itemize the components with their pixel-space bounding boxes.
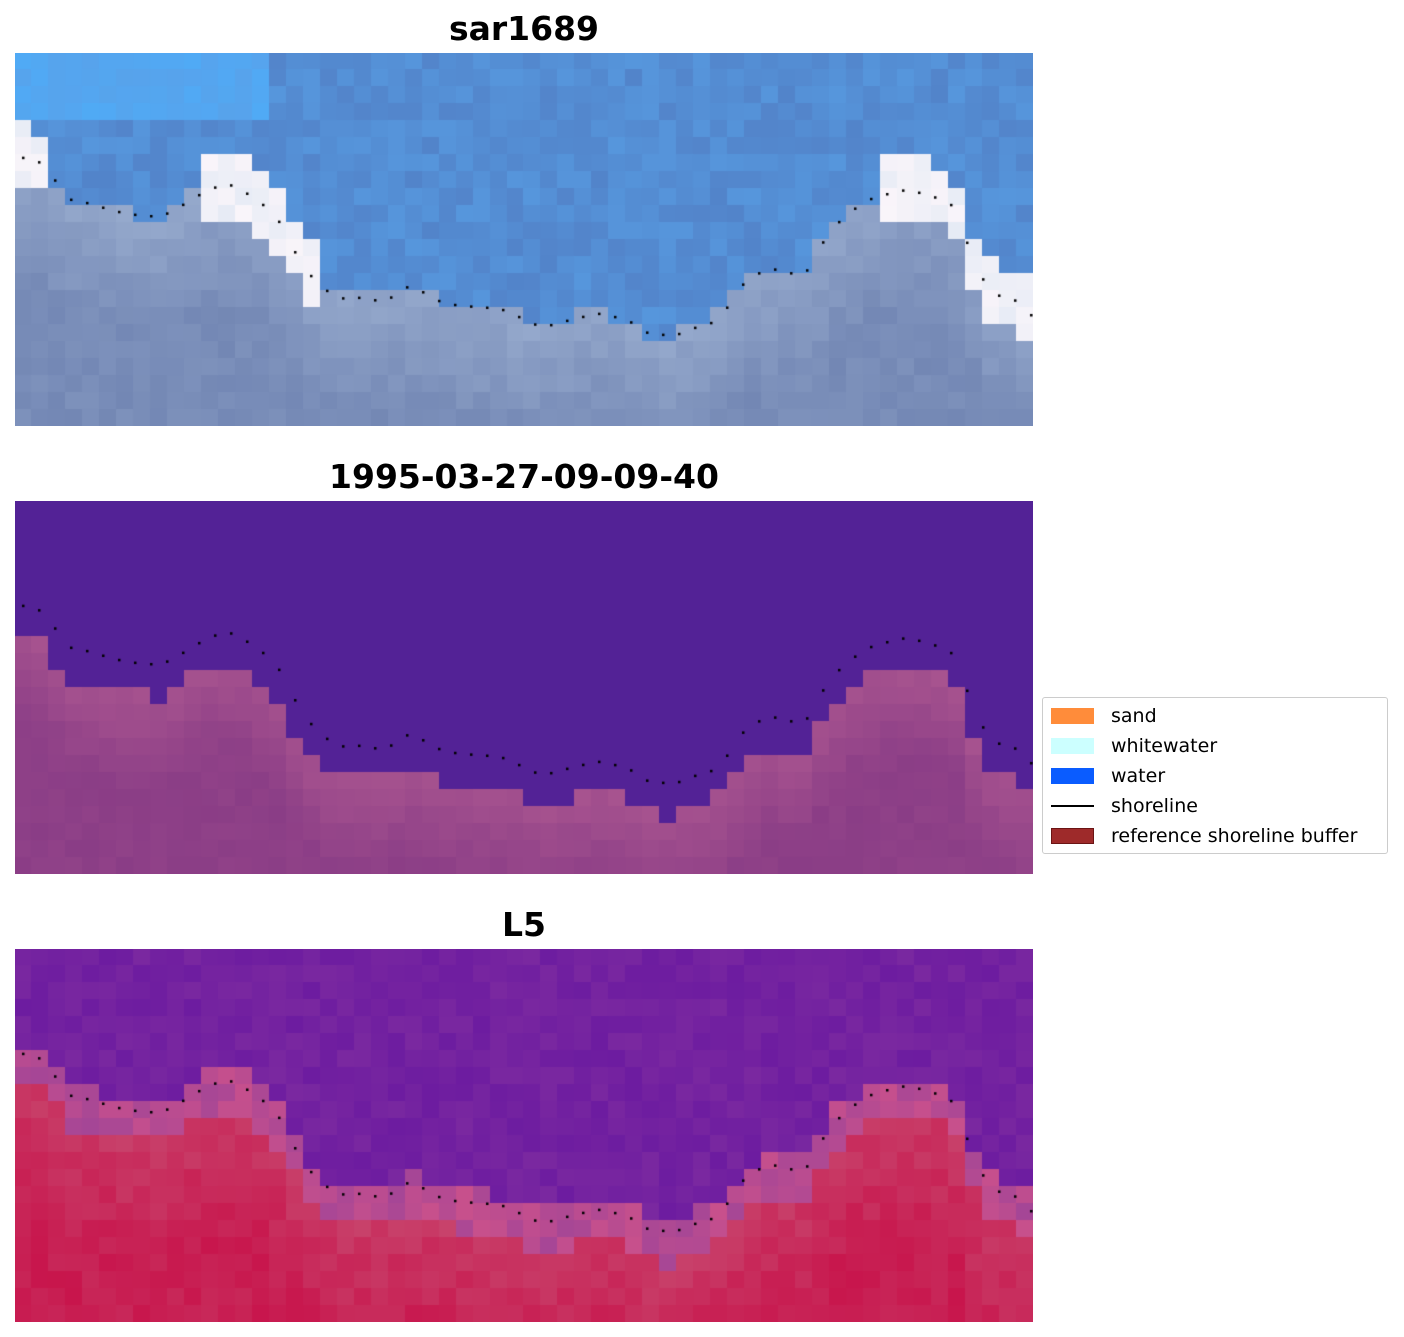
legend-label-shoreline: shoreline bbox=[1111, 795, 1198, 817]
legend-swatch-whitewater bbox=[1051, 738, 1094, 754]
legend-item-sand: sand bbox=[1051, 704, 1381, 728]
legend-label-water: water bbox=[1111, 765, 1166, 787]
legend-swatch-sand bbox=[1051, 708, 1094, 724]
legend-item-shoreline: shoreline bbox=[1051, 794, 1381, 818]
panel-title-1: sar1689 bbox=[448, 9, 600, 48]
legend: sand whitewater water shoreline referenc… bbox=[1042, 697, 1388, 854]
legend-label-sand: sand bbox=[1111, 705, 1157, 727]
index-image-panel bbox=[15, 949, 1033, 1322]
panel-title-3: L5 bbox=[502, 905, 546, 944]
rgb-image-panel bbox=[15, 53, 1033, 426]
legend-swatch-reference-buffer bbox=[1051, 828, 1094, 844]
legend-label-reference-buffer: reference shoreline buffer bbox=[1111, 825, 1358, 847]
classified-image-panel bbox=[15, 501, 1033, 874]
legend-item-water: water bbox=[1051, 764, 1381, 788]
legend-item-reference-buffer: reference shoreline buffer bbox=[1051, 824, 1381, 848]
legend-label-whitewater: whitewater bbox=[1111, 735, 1218, 757]
legend-swatch-water bbox=[1051, 768, 1094, 784]
panel-title-2: 1995-03-27-09-09-40 bbox=[329, 457, 719, 496]
legend-line-shoreline bbox=[1051, 805, 1094, 807]
legend-item-whitewater: whitewater bbox=[1051, 734, 1381, 758]
